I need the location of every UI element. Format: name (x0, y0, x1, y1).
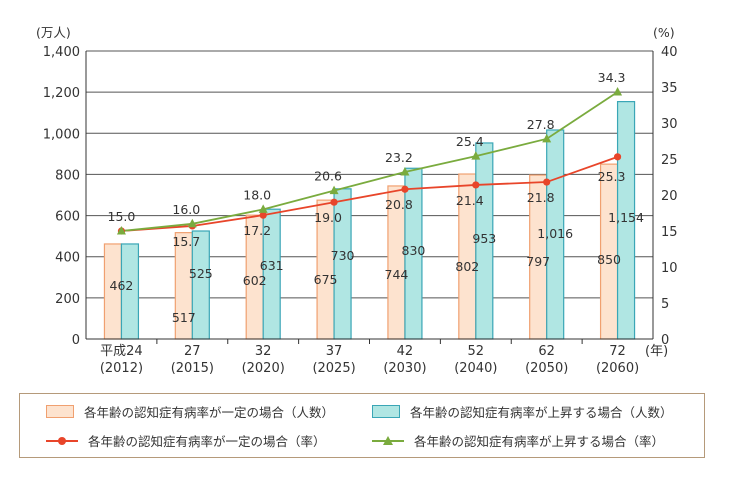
y-tick-label-left: 200 (55, 292, 80, 307)
x-tick-label-year: (2012) (100, 361, 143, 376)
x-tick-label-year: (2025) (312, 361, 355, 376)
line-value-label-constant: 19.0 (314, 210, 342, 225)
legend-label-bar-constant: 各年齢の認知症有病率が一定の場合（人数） (84, 405, 335, 420)
bar-value-label-constant: 802 (455, 259, 479, 274)
bar-value-label-rising: 525 (189, 266, 213, 281)
point-constant (613, 153, 622, 161)
point-constant (259, 211, 267, 219)
legend-swatch-bar-rising (372, 405, 400, 418)
y-tick-label-left: 400 (55, 251, 80, 266)
line-value-label-constant: 21.8 (527, 190, 555, 205)
point-rising (613, 87, 623, 96)
x-tick-label: 平成24 (100, 344, 143, 359)
y-tick-label-right: 15 (661, 225, 678, 240)
bar-value-label-rising: 953 (472, 231, 496, 246)
y-tick-label-left: 1,000 (43, 127, 80, 142)
line-value-label-constant: 15.7 (172, 234, 200, 249)
legend-item-bar-rising: 各年齢の認知症有病率が上昇する場合（人数） (372, 402, 673, 421)
y-tick-label-left: 600 (55, 210, 80, 225)
point-constant (543, 178, 551, 186)
bar-value-label-constant: 850 (597, 252, 621, 267)
point-rising (400, 166, 410, 176)
legend-label-line-constant: 各年齢の認知症有病率が一定の場合（率） (88, 434, 326, 449)
legend-item-line-constant: 各年齢の認知症有病率が一定の場合（率） (46, 431, 326, 450)
bar-value-label-rising: 730 (331, 248, 355, 263)
point-constant (401, 185, 409, 193)
x-tick-label-year: (2030) (383, 361, 426, 376)
y-tick-label-right: 5 (661, 297, 669, 312)
x-tick-label-year: (2015) (171, 361, 214, 376)
x-tick-label: 52 (468, 344, 485, 359)
point-rising (116, 226, 126, 235)
y-tick-label-left: 1,200 (43, 86, 80, 101)
line-value-label-rising: 23.2 (385, 150, 413, 165)
point-rising (329, 185, 339, 195)
y-tick-label-left: 1,400 (43, 45, 80, 60)
line-rising (121, 91, 619, 232)
y-tick-label-right: 30 (661, 117, 678, 132)
legend-label-bar-rising: 各年齢の認知症有病率が上昇する場合（人数） (410, 405, 673, 420)
x-tick-label: 27 (184, 344, 201, 359)
x-tick-label: 37 (326, 344, 343, 359)
line-value-label-rising: 15.0 (108, 209, 136, 224)
right-axis-unit: (%) (653, 25, 675, 40)
legend-item-bar-constant: 各年齢の認知症有病率が一定の場合（人数） (46, 402, 334, 421)
bar-value-label-rising: 1,016 (537, 226, 573, 241)
x-tick-label-year: (2020) (242, 361, 285, 376)
left-axis-unit: (万人) (36, 25, 71, 40)
circle-marker-icon (58, 436, 66, 445)
line-value-label-constant: 17.2 (243, 223, 271, 238)
bar-value-label-rising: 830 (402, 243, 426, 258)
legend-line-rising (372, 434, 404, 448)
x-axis-unit: (年) (645, 344, 668, 359)
y-tick-label-left: 0 (72, 333, 80, 348)
y-tick-label-right: 40 (661, 45, 678, 60)
x-tick-label-year: (2060) (596, 361, 639, 376)
point-rising (187, 218, 197, 228)
bar-value-label-constant: 675 (314, 272, 338, 287)
y-tick-label-left: 800 (55, 168, 80, 183)
x-tick-label-year: (2040) (454, 361, 497, 376)
x-tick-label: 62 (538, 344, 555, 359)
point-rising (471, 151, 481, 160)
line-value-label-rising: 18.0 (243, 187, 271, 202)
x-tick-label-year: (2050) (525, 361, 568, 376)
line-value-label-rising: 27.8 (527, 117, 555, 132)
bar-value-label-constant: 602 (243, 273, 267, 288)
legend-item-line-rising: 各年齢の認知症有病率が上昇する場合（率） (372, 431, 664, 450)
line-value-label-constant: 25.3 (598, 169, 626, 184)
point-constant (472, 181, 480, 189)
line-value-label-rising: 25.4 (456, 134, 484, 149)
y-tick-label-right: 25 (661, 153, 678, 168)
line-value-label-constant: 21.4 (456, 193, 484, 208)
line-constant (121, 155, 618, 232)
legend-swatch-bar-constant (46, 405, 74, 418)
point-constant (330, 198, 338, 206)
bar-value-label-constant: 517 (172, 310, 196, 325)
line-value-label-rising: 16.0 (172, 202, 200, 217)
x-tick-label: 72 (609, 344, 626, 359)
triangle-marker-icon (383, 435, 393, 445)
y-tick-label-right: 20 (661, 189, 678, 204)
bar-value-label-rising: 631 (260, 258, 284, 273)
x-tick-label: 32 (255, 344, 272, 359)
bar-value-label-constant: 797 (526, 254, 550, 269)
line-value-label-rising: 20.6 (314, 169, 342, 184)
point-rising (258, 204, 268, 213)
legend-line-constant (46, 434, 78, 448)
legend: 各年齢の認知症有病率が一定の場合（人数） 各年齢の認知症有病率が上昇する場合（人… (19, 393, 705, 458)
y-tick-label-right: 10 (661, 261, 678, 276)
bar-value-label-rising: 1,154 (608, 210, 644, 225)
legend-label-line-rising: 各年齢の認知症有病率が上昇する場合（率） (414, 434, 665, 449)
y-tick-label-right: 35 (661, 81, 678, 96)
line-value-label-rising: 34.3 (598, 70, 626, 85)
y-tick-label-right: 0 (661, 333, 669, 348)
point-rising (542, 133, 552, 143)
x-tick-label: 42 (397, 344, 414, 359)
bar-value-label-constant: 462 (110, 278, 134, 293)
chart-svg: 0 200 400 600 800 1,000 1,200 1,400 0 5 10 15 20 25 30… (36, 25, 678, 376)
line-value-label-constant: 20.8 (385, 197, 413, 212)
bar-value-label-constant: 744 (385, 267, 409, 282)
